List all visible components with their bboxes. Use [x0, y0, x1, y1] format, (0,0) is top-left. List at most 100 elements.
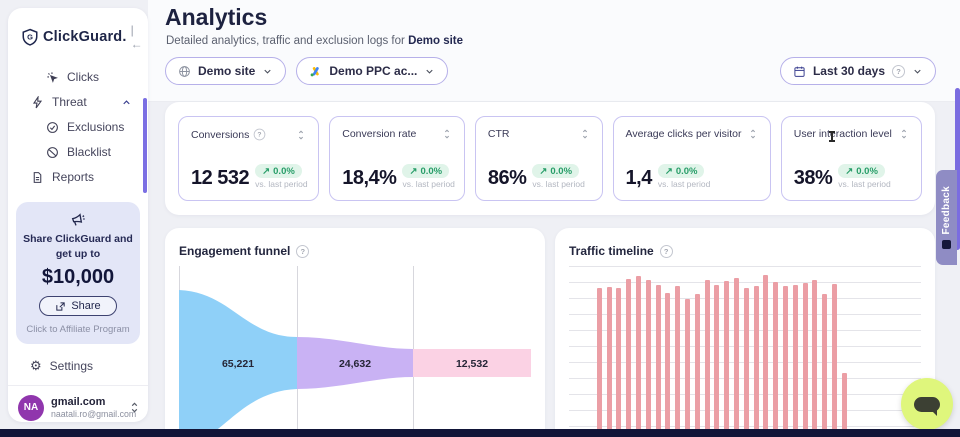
gear-icon: ⚙: [30, 357, 42, 373]
sort-icon[interactable]: [899, 128, 909, 140]
metric-value: 86%: [487, 167, 527, 189]
traffic-bar: [694, 294, 700, 436]
sidebar-item-exclusions[interactable]: Exclusions: [8, 116, 148, 138]
chevron-down-icon: [262, 66, 273, 77]
trend-up-icon: ↗: [664, 165, 673, 177]
metric-card-conversions: Conversions? 12 532 ↗ 0.0% vs. last period: [178, 116, 320, 201]
metric-title: Average clicks per visitor: [625, 128, 742, 140]
sort-icon[interactable]: [580, 128, 590, 140]
avatar: NA: [18, 394, 44, 421]
traffic-bar: [812, 280, 818, 436]
traffic-bar: [773, 282, 779, 436]
funnel-stage-3-label: 12,532: [456, 358, 488, 370]
date-range-value: Last 30 days: [812, 64, 885, 78]
chat-launcher-button[interactable]: [901, 378, 953, 430]
traffic-bar: [675, 286, 681, 436]
traffic-bar: [626, 279, 632, 436]
promo-text: Share ClickGuard and get up to: [23, 233, 133, 260]
metric-title: User interaction level: [793, 128, 892, 140]
date-range-dropdown[interactable]: Last 30 days ?: [779, 57, 936, 85]
traffic-bar: [831, 284, 837, 436]
traffic-bar: [655, 285, 661, 436]
metric-title: CTR: [487, 128, 510, 140]
info-icon[interactable]: ?: [254, 128, 266, 141]
ppc-account-filter-value: Demo PPC ac...: [329, 64, 418, 78]
sidebar-item-settings[interactable]: ⚙ Settings: [8, 344, 148, 383]
traffic-bar: [704, 280, 710, 436]
metric-card-ctr: CTR 86% ↗ 0.0% vs. last period: [474, 116, 603, 201]
account-email: naatali.ro@gmail.com: [51, 409, 137, 420]
sort-icon[interactable]: [442, 128, 452, 140]
feedback-widget-icon: [942, 240, 951, 250]
engagement-funnel-chart: 65,221 24,632 12,532: [179, 266, 531, 437]
sort-icon[interactable]: [748, 128, 758, 140]
sidebar-item-clicks[interactable]: Clicks: [8, 66, 148, 88]
traffic-bar: [802, 283, 808, 436]
funnel-stage-1: [179, 290, 297, 437]
funnel-stage-2: [297, 337, 413, 389]
traffic-bars: [587, 266, 847, 436]
traffic-bar: [763, 275, 769, 436]
metric-value: 18,4%: [342, 167, 397, 189]
traffic-bar: [841, 373, 847, 436]
unfold-chevrons-icon[interactable]: [129, 401, 140, 414]
lightning-icon: [31, 95, 44, 109]
sidebar-item-threat[interactable]: Threat: [8, 91, 148, 113]
google-ads-icon: [309, 65, 322, 78]
page-scrollbar-thumb[interactable]: [955, 88, 960, 250]
delta-badge: ↗ 0.0%: [657, 164, 705, 178]
funnel-chart-title: Engagement funnel: [179, 244, 291, 258]
logo-row: G ClickGuard. |←: [8, 8, 148, 63]
collapse-sidebar-icon[interactable]: |←: [130, 23, 143, 51]
sidebar-item-label: Settings: [49, 358, 94, 373]
subtitle-site-name: Demo site: [408, 35, 464, 47]
ppc-account-filter-dropdown[interactable]: Demo PPC ac...: [296, 57, 449, 85]
sidebar-item-label: Blacklist: [67, 145, 112, 159]
metric-value: 1,4: [625, 167, 653, 189]
click-icon: [46, 71, 59, 84]
account-switcher[interactable]: NA gmail.com naatali.ro@gmail.com: [8, 386, 148, 421]
traffic-bar: [684, 299, 690, 436]
sidebar-scrollbar-thumb[interactable]: [143, 98, 147, 193]
share-button[interactable]: Share: [39, 296, 117, 317]
delta-caption: vs. last period: [657, 179, 711, 189]
sidebar-item-label: Exclusions: [67, 120, 125, 134]
help-icon[interactable]: ?: [892, 64, 905, 78]
chevron-up-icon[interactable]: [121, 97, 132, 108]
delta-badge: ↗ 0.0%: [255, 164, 302, 178]
site-filter-dropdown[interactable]: Demo site: [165, 57, 287, 85]
sidebar-item-label: Clicks: [67, 70, 99, 84]
info-icon[interactable]: ?: [296, 244, 310, 258]
affiliate-promo-card[interactable]: Share ClickGuard and get up to $10,000 S…: [16, 202, 140, 344]
traffic-timeline-chart: [569, 266, 921, 436]
sidebar-item-reports[interactable]: Reports: [8, 166, 148, 188]
chat-bubble-icon: [914, 396, 940, 416]
delta-caption: vs. last period: [255, 179, 308, 189]
account-info: gmail.com naatali.ro@gmail.com: [51, 396, 137, 421]
delta-caption: vs. last period: [838, 179, 891, 189]
traffic-bar: [724, 281, 730, 436]
bottom-edge-bar: [0, 429, 960, 437]
promo-amount: $10,000: [41, 266, 115, 289]
metric-card-avg-clicks: Average clicks per visitor 1,4 ↗ 0.0% vs. …: [612, 116, 771, 201]
traffic-bar: [635, 276, 641, 436]
metric-title: Conversions: [191, 128, 250, 141]
chevron-down-icon: [912, 66, 923, 77]
sidebar-item-blacklist[interactable]: Blacklist: [8, 141, 148, 163]
delta-caption: vs. last period: [532, 179, 585, 189]
page-title: Analytics: [165, 4, 268, 30]
sidebar-item-label: Reports: [52, 170, 95, 184]
metrics-summary-panel: Conversions? 12 532 ↗ 0.0% vs. last period…: [165, 102, 935, 215]
trend-up-icon: ↗: [409, 165, 418, 177]
info-icon[interactable]: ?: [659, 244, 673, 258]
document-icon: [31, 171, 44, 184]
feedback-tab[interactable]: Feedback: [936, 170, 957, 265]
timeline-chart-title: Traffic timeline: [569, 244, 654, 258]
feedback-label: Feedback: [941, 185, 952, 235]
metric-value: 12 532: [191, 167, 250, 189]
delta-caption: vs. last period: [402, 179, 455, 189]
trend-up-icon: ↗: [262, 165, 271, 177]
traffic-bar: [743, 288, 749, 436]
svg-text:G: G: [27, 33, 33, 42]
sort-icon[interactable]: [296, 129, 306, 141]
